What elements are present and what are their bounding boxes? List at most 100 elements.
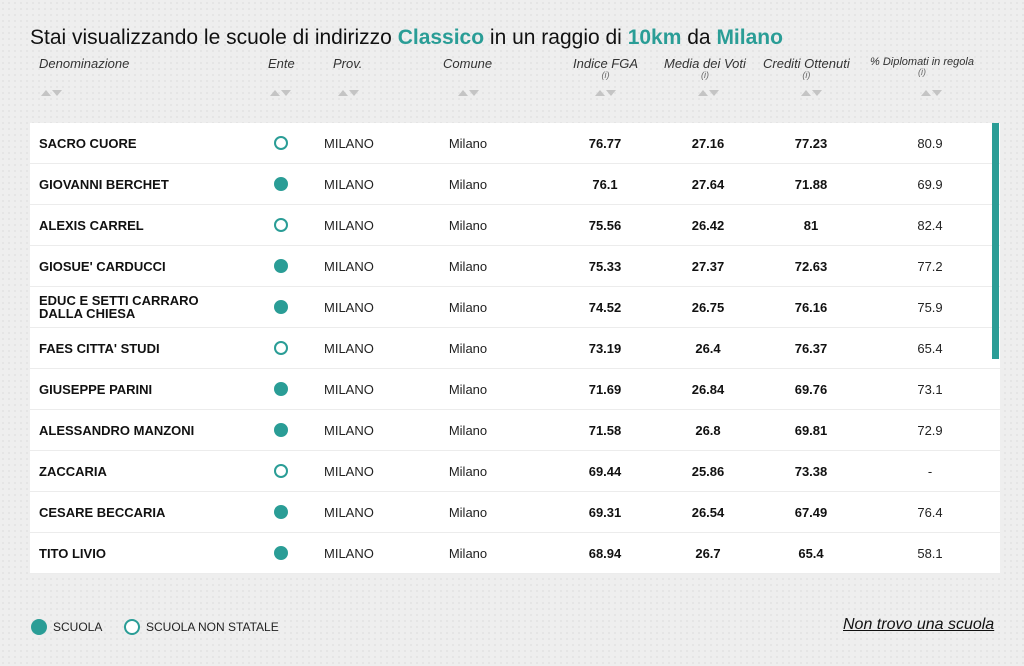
table-row[interactable]: ALESSANDRO MANZONI MILANO Milano 71.58 26.8 6… bbox=[30, 410, 1000, 451]
crediti-cell: 69.81 bbox=[794, 422, 828, 438]
diplomati-cell: 58.1 bbox=[917, 545, 943, 561]
sort-arrows-media[interactable] bbox=[697, 88, 721, 98]
school-name: ALEXIS CARREL bbox=[39, 217, 144, 233]
table-row[interactable]: GIUSEPPE PARINI MILANO Milano 71.69 26.84 69.… bbox=[30, 369, 1000, 410]
table-row[interactable]: FAES CITTA' STUDI MILANO Milano 73.19 26.4 76… bbox=[30, 328, 1000, 369]
crediti-cell: 72.63 bbox=[794, 258, 828, 274]
comune-cell: Milano bbox=[448, 545, 488, 561]
diplomati-cell: 73.1 bbox=[917, 381, 943, 397]
diplomati-cell: 75.9 bbox=[917, 299, 943, 315]
ente-cell bbox=[270, 492, 292, 532]
prov-cell: MILANO bbox=[324, 299, 374, 315]
school-name: CESARE BECCARIA bbox=[39, 504, 166, 520]
comune-cell: Milano bbox=[448, 258, 488, 274]
crediti-cell: 76.16 bbox=[794, 299, 828, 315]
fga-cell: 71.69 bbox=[588, 381, 622, 397]
comune-cell: Milano bbox=[448, 217, 488, 233]
title-citta: Milano bbox=[716, 26, 783, 50]
empty-circle-icon bbox=[274, 218, 288, 232]
media-cell: 26.7 bbox=[695, 545, 721, 561]
sort-arrows-ente[interactable] bbox=[269, 88, 293, 98]
prov-cell: MILANO bbox=[324, 176, 374, 192]
ente-cell bbox=[270, 451, 292, 491]
legend-non-statale: SCUOLA NON STATALE bbox=[124, 619, 279, 635]
col-header-ente: Ente bbox=[268, 56, 295, 71]
sort-desc-icon bbox=[606, 90, 616, 96]
comune-cell: Milano bbox=[448, 135, 488, 151]
sort-desc-icon bbox=[469, 90, 479, 96]
sort-asc-icon bbox=[458, 90, 468, 96]
diplomati-cell: 65.4 bbox=[917, 340, 943, 356]
table-row[interactable]: GIOVANNI BERCHET MILANO Milano 76.1 27.64 71.… bbox=[30, 164, 1000, 205]
crediti-cell: 76.37 bbox=[794, 340, 828, 356]
sort-asc-icon bbox=[338, 90, 348, 96]
table-row[interactable]: GIOSUE' CARDUCCI MILANO Milano 75.33 27.37 72… bbox=[30, 246, 1000, 287]
sort-asc-icon bbox=[41, 90, 51, 96]
sort-arrows-denominazione[interactable] bbox=[40, 88, 64, 98]
empty-circle-icon bbox=[274, 136, 288, 150]
ente-cell bbox=[270, 287, 292, 327]
info-icon[interactable]: (i) bbox=[700, 70, 709, 80]
filled-circle-icon bbox=[274, 382, 288, 396]
sort-arrows-diplomati[interactable] bbox=[920, 88, 944, 98]
media-cell: 27.64 bbox=[691, 176, 725, 192]
comune-cell: Milano bbox=[448, 463, 488, 479]
fga-cell: 74.52 bbox=[588, 299, 622, 315]
title-indirizzo: Classico bbox=[397, 26, 485, 50]
crediti-cell: 81 bbox=[803, 217, 819, 233]
diplomati-cell: 69.9 bbox=[917, 176, 943, 192]
prov-cell: MILANO bbox=[324, 463, 374, 479]
info-icon[interactable]: (i) bbox=[601, 70, 610, 80]
table-row[interactable]: ZACCARIA MILANO Milano 69.44 25.86 73.38 - bbox=[30, 451, 1000, 492]
prov-cell: MILANO bbox=[324, 504, 374, 520]
col-header-diplomati-label: % Diplomati in regola bbox=[870, 56, 974, 68]
diplomati-cell: - bbox=[927, 463, 933, 479]
info-icon[interactable]: (i) bbox=[802, 70, 811, 80]
col-header-media-label: Media dei Voti bbox=[664, 56, 746, 71]
diplomati-cell: 72.9 bbox=[917, 422, 943, 438]
sort-asc-icon bbox=[270, 90, 280, 96]
fga-cell: 71.58 bbox=[588, 422, 622, 438]
col-header-media: Media dei Voti (i) bbox=[664, 56, 746, 80]
col-header-diplomati: % Diplomati in regola (i) bbox=[870, 56, 974, 77]
sort-asc-icon bbox=[595, 90, 605, 96]
ente-cell bbox=[270, 328, 292, 368]
sort-asc-icon bbox=[698, 90, 708, 96]
not-found-link[interactable]: Non trovo una scuola bbox=[843, 616, 995, 633]
title-da: da bbox=[681, 26, 717, 50]
title-prefix: Stai visualizzando le scuole di indirizz… bbox=[30, 26, 398, 50]
table-row[interactable]: TITO LIVIO MILANO Milano 68.94 26.7 65.4 58.1 bbox=[30, 533, 1000, 574]
legend-scuola-label: SCUOLA bbox=[53, 620, 103, 634]
prov-cell: MILANO bbox=[324, 258, 374, 274]
fga-cell: 69.44 bbox=[588, 463, 622, 479]
media-cell: 26.54 bbox=[691, 504, 725, 520]
school-name: GIUSEPPE PARINI bbox=[39, 381, 153, 397]
sort-desc-icon bbox=[932, 90, 942, 96]
table-row[interactable]: ALEXIS CARREL MILANO Milano 75.56 26.42 81 82.… bbox=[30, 205, 1000, 246]
info-icon[interactable]: (i) bbox=[917, 67, 926, 77]
col-header-comune: Comune bbox=[443, 56, 493, 71]
sort-arrows-prov[interactable] bbox=[337, 88, 361, 98]
fga-cell: 69.31 bbox=[588, 504, 622, 520]
media-cell: 26.84 bbox=[691, 381, 725, 397]
crediti-cell: 73.38 bbox=[794, 463, 828, 479]
table-scrollbar[interactable] bbox=[992, 123, 999, 359]
prov-cell: MILANO bbox=[324, 381, 374, 397]
school-name: SACRO CUORE bbox=[39, 135, 137, 151]
legend-non-statale-label: SCUOLA NON STATALE bbox=[146, 620, 279, 634]
empty-circle-icon bbox=[274, 341, 288, 355]
comune-cell: Milano bbox=[448, 381, 488, 397]
table-row[interactable]: EDUC E SETTI CARRARO DALLA CHIESA MILANO M… bbox=[30, 287, 1000, 328]
schools-table: SACRO CUORE MILANO Milano 76.77 27.16 77.23 80… bbox=[30, 123, 1000, 574]
fga-cell: 75.56 bbox=[588, 217, 622, 233]
ente-cell bbox=[270, 164, 292, 204]
sort-arrows-fga[interactable] bbox=[594, 88, 618, 98]
school-name: ALESSANDRO MANZONI bbox=[39, 422, 195, 438]
prov-cell: MILANO bbox=[324, 340, 374, 356]
school-name: GIOVANNI BERCHET bbox=[39, 176, 169, 192]
sort-arrows-comune[interactable] bbox=[457, 88, 481, 98]
table-row[interactable]: SACRO CUORE MILANO Milano 76.77 27.16 77.23 80… bbox=[30, 123, 1000, 164]
table-row[interactable]: CESARE BECCARIA MILANO Milano 69.31 26.54 67.… bbox=[30, 492, 1000, 533]
title-middle: in un raggio di bbox=[484, 26, 628, 50]
sort-arrows-crediti[interactable] bbox=[800, 88, 824, 98]
